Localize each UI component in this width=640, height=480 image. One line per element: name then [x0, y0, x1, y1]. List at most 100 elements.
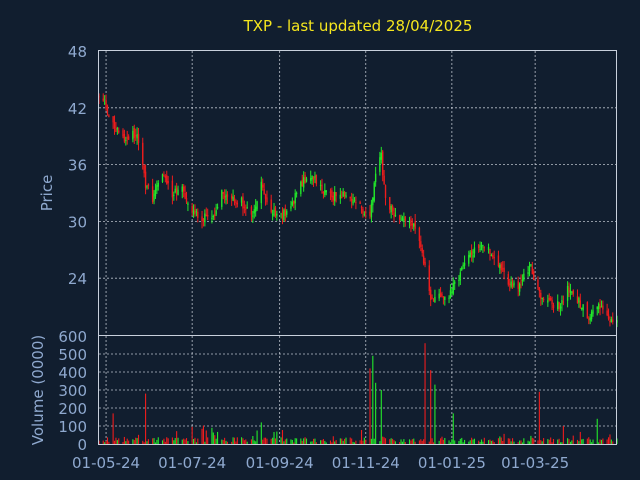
date-tick-label: 01-05-24	[72, 454, 140, 472]
candle-body	[108, 115, 110, 117]
candle-body	[588, 318, 590, 320]
candle-body	[394, 214, 397, 217]
candle-body	[182, 186, 185, 192]
candle-body	[221, 190, 223, 207]
candle-body	[116, 128, 119, 130]
candle-body	[401, 217, 404, 222]
candle-body	[137, 133, 140, 143]
candle-body	[174, 188, 176, 193]
candle-body	[341, 196, 343, 198]
candle-body	[497, 255, 500, 267]
candle-body	[352, 201, 354, 204]
candle-body	[240, 197, 243, 203]
candle-body	[393, 212, 395, 218]
candle-body	[290, 206, 292, 209]
candle-body	[216, 206, 219, 209]
candle-body	[500, 263, 502, 271]
candle-body	[147, 183, 150, 187]
candle-body	[592, 310, 594, 314]
candle-body	[438, 293, 440, 299]
candle-body	[501, 268, 504, 270]
volume-tick-label: 500	[58, 346, 87, 364]
candle-body	[266, 197, 268, 203]
candle-body	[202, 218, 205, 222]
candle-body	[431, 297, 433, 299]
candle-body	[264, 194, 267, 199]
candle-body	[132, 130, 134, 140]
candle-body	[301, 179, 303, 187]
candle-body	[473, 247, 476, 254]
candle-body	[369, 211, 371, 216]
candle-body	[331, 190, 333, 198]
candle-body	[562, 301, 565, 303]
candle-body	[106, 105, 109, 114]
candle-body	[329, 191, 332, 194]
candle-body	[304, 174, 306, 184]
volume-series	[98, 343, 618, 444]
chart-title: TXP - last updated 28/04/2025	[243, 17, 473, 35]
candle-body	[280, 213, 282, 215]
candle-body	[569, 290, 572, 293]
candle-body	[523, 273, 525, 281]
volume-tick-label: 200	[58, 400, 87, 418]
volume-tick-label: 100	[58, 418, 87, 436]
candle-body	[489, 249, 491, 255]
candle-body	[480, 245, 483, 248]
candle-body	[448, 297, 450, 299]
candle-body	[461, 267, 463, 270]
candle-body	[531, 266, 534, 274]
candle-body	[256, 201, 258, 210]
candle-body	[181, 186, 183, 192]
candle-body	[509, 283, 511, 285]
candle-body	[503, 267, 505, 273]
candle-body	[315, 174, 318, 185]
candle-body	[226, 194, 229, 197]
candle-body	[549, 297, 552, 300]
candle-body	[610, 319, 613, 323]
candle-body	[125, 139, 127, 141]
candle-body	[310, 178, 312, 181]
candle-body	[164, 175, 167, 178]
candle-body	[541, 297, 543, 300]
candle-body	[479, 248, 481, 251]
candle-body	[312, 176, 315, 180]
candle-body	[463, 262, 466, 266]
candle-body	[321, 184, 323, 191]
candle-body	[118, 130, 120, 133]
candle-body	[143, 165, 145, 174]
candle-body	[490, 254, 493, 256]
candle-body	[418, 227, 421, 241]
candle-body	[559, 306, 562, 309]
candle-body	[154, 189, 157, 197]
candle-body	[458, 279, 460, 281]
candle-body	[383, 175, 385, 184]
candle-body	[187, 203, 189, 205]
candle-body	[177, 189, 179, 196]
candle-body	[582, 304, 584, 311]
candle-body	[568, 287, 570, 291]
candle-body	[597, 303, 600, 309]
candle-body	[420, 241, 422, 247]
candle-body	[123, 133, 126, 142]
candle-body	[161, 174, 164, 182]
candle-body	[558, 302, 560, 310]
candlestick-series	[98, 93, 618, 327]
candle-body	[284, 208, 287, 216]
candle-body	[513, 282, 515, 286]
candle-body	[283, 209, 285, 221]
candle-body	[528, 266, 531, 272]
candle-body	[156, 185, 158, 191]
candle-body	[380, 152, 382, 160]
volume-grid	[99, 336, 617, 444]
candle-body	[382, 151, 384, 176]
price-tick-label: 42	[68, 100, 87, 118]
candle-body	[293, 200, 295, 205]
candle-body	[442, 296, 445, 298]
volume-tick-label: 400	[58, 364, 87, 382]
candle-body	[171, 180, 174, 198]
candle-body	[212, 216, 215, 218]
candle-body	[510, 281, 512, 287]
candle-body	[408, 222, 411, 224]
candle-body	[492, 255, 494, 258]
